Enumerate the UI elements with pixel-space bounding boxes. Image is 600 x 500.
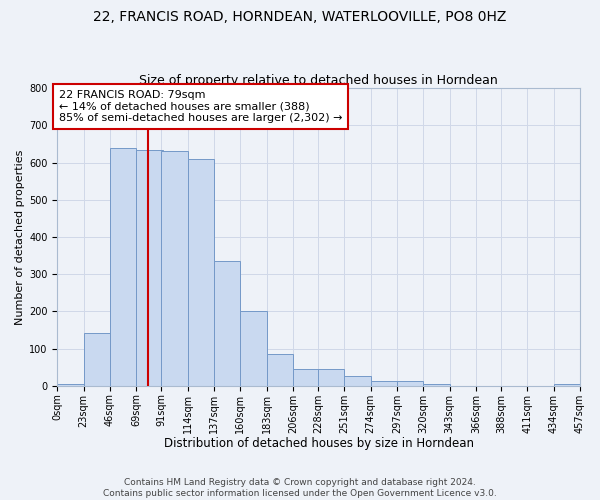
Bar (188, 159, 214, 386)
X-axis label: Distribution of detached houses by size in Horndean: Distribution of detached houses by size … (164, 437, 473, 450)
Title: Size of property relative to detached houses in Horndean: Size of property relative to detached ho… (139, 74, 498, 87)
Bar (554, 384, 580, 386)
Bar (293, 370, 319, 386)
Bar (318, 370, 344, 386)
Bar (344, 376, 371, 386)
Y-axis label: Number of detached properties: Number of detached properties (15, 150, 25, 324)
Bar (371, 382, 397, 386)
Bar (83, 332, 110, 386)
Bar (397, 381, 424, 386)
Text: 22, FRANCIS ROAD, HORNDEAN, WATERLOOVILLE, PO8 0HZ: 22, FRANCIS ROAD, HORNDEAN, WATERLOOVILL… (94, 10, 506, 24)
Bar (424, 384, 449, 386)
Bar (110, 148, 136, 386)
Bar (58, 384, 83, 386)
Bar (136, 150, 163, 386)
Bar (214, 261, 241, 386)
Text: Contains HM Land Registry data © Crown copyright and database right 2024.
Contai: Contains HM Land Registry data © Crown c… (103, 478, 497, 498)
Bar (266, 354, 293, 386)
Text: 22 FRANCIS ROAD: 79sqm
← 14% of detached houses are smaller (388)
85% of semi-de: 22 FRANCIS ROAD: 79sqm ← 14% of detached… (59, 90, 342, 123)
Bar (241, 312, 266, 386)
Bar (161, 150, 188, 386)
